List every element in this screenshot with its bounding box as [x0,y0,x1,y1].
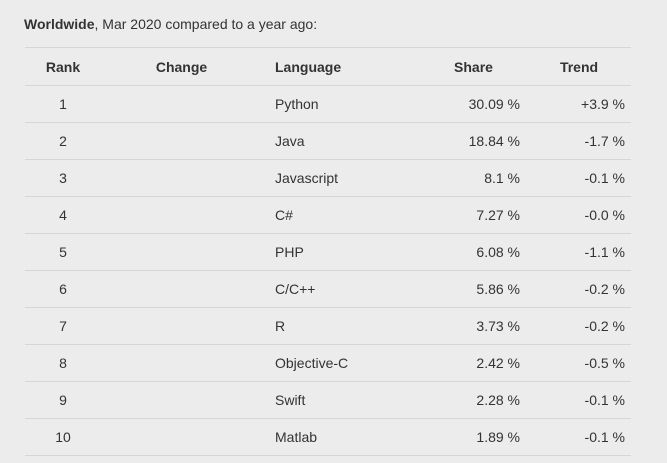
cell-rank: 10 [55,429,71,445]
cell-share: 2.28 % [476,392,520,408]
cell-trend: -1.1 % [584,244,625,260]
cell-language: Java [275,133,305,149]
title-subtitle: , Mar 2020 compared to a year ago: [94,16,318,32]
cell-change [101,197,262,234]
cell-rank: 5 [59,244,67,260]
cell-change [101,123,262,160]
cell-change [101,160,262,197]
cell-language: PHP [275,244,304,260]
cell-rank: 1 [59,96,67,112]
cell-share: 6.08 % [476,244,520,260]
table-row: 2 Java 18.84 % -1.7 % [25,123,631,160]
cell-rank: 8 [59,355,67,371]
cell-language: R [275,318,286,334]
cell-share: 1.89 % [476,429,520,445]
cell-change [101,271,262,308]
cell-trend: -0.1 % [584,170,625,186]
table-row: 8 Objective-C 2.42 % -0.5 % [25,345,631,382]
cell-language: C/C++ [275,281,316,297]
table-row: 3 Javascript 8.1 % -0.1 % [25,160,631,197]
cell-language: Javascript [275,170,339,186]
cell-trend: -0.1 % [584,429,625,445]
cell-trend: -0.1 % [584,392,625,408]
column-header-share[interactable]: Share [454,58,493,75]
table-row: 9 Swift 2.28 % -0.1 % [25,382,631,419]
cell-language: Matlab [275,429,318,445]
cell-trend: -0.0 % [584,207,625,223]
cell-change [101,345,262,382]
cell-trend: -0.2 % [584,281,625,297]
page-title: Worldwide, Mar 2020 compared to a year a… [24,14,317,34]
cell-language: Swift [275,392,306,408]
cell-share: 2.42 % [476,355,520,371]
table-row: 4 C# 7.27 % -0.0 % [25,197,631,234]
cell-change [101,419,262,456]
cell-trend: -0.2 % [584,318,625,334]
cell-change [101,234,262,271]
column-header-rank[interactable]: Rank [45,58,81,75]
cell-share: 30.09 % [468,96,520,112]
title-region: Worldwide [24,16,95,32]
cell-rank: 2 [59,133,67,149]
cell-language: Objective-C [275,355,349,371]
table-body: 1 Python 30.09 % +3.9 % 2 Java 18.84 % -1.7 % 3 J… [25,86,631,456]
cell-rank: 7 [59,318,67,334]
column-header-language[interactable]: Language [275,58,342,75]
cell-share: 5.86 % [476,281,520,297]
cell-share: 8.1 % [484,170,520,186]
language-ranking-table: Rank Change Language Share Trend 1 Python 30.0… [25,47,631,456]
cell-rank: 3 [59,170,67,186]
column-header-change[interactable]: Change [155,58,208,75]
cell-language: Python [275,96,319,112]
cell-trend: -0.5 % [584,355,625,371]
cell-share: 18.84 % [468,133,520,149]
cell-rank: 9 [59,392,67,408]
table-header-row: Rank Change Language Share Trend [25,47,631,86]
cell-change [101,308,262,345]
cell-rank: 4 [59,207,67,223]
table-row: 5 PHP 6.08 % -1.1 % [25,234,631,271]
table-row: 6 C/C++ 5.86 % -0.2 % [25,271,631,308]
cell-trend: +3.9 % [581,96,625,112]
cell-share: 3.73 % [476,318,520,334]
cell-change [101,382,262,419]
cell-share: 7.27 % [476,207,520,223]
table-row: 1 Python 30.09 % +3.9 % [25,86,631,123]
cell-language: C# [275,207,293,223]
column-header-trend[interactable]: Trend [559,58,599,75]
cell-trend: -1.7 % [584,133,625,149]
cell-change [101,86,262,123]
table-row: 10 Matlab 1.89 % -0.1 % [25,419,631,456]
table-row: 7 R 3.73 % -0.2 % [25,308,631,345]
cell-rank: 6 [59,281,67,297]
